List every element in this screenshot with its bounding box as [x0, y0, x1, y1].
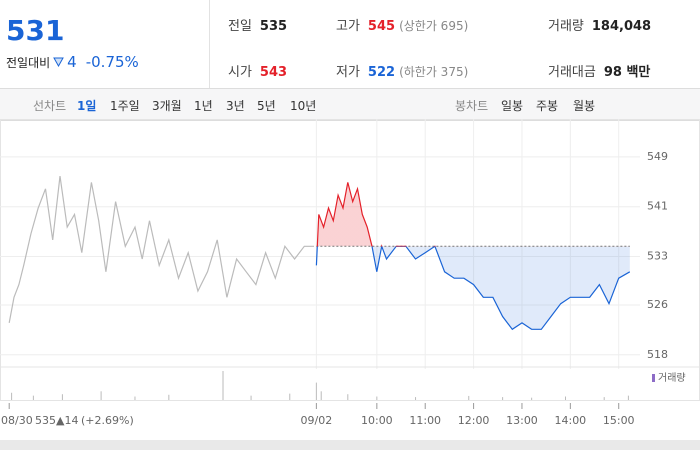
x-tick-label: 08/30: [1, 414, 33, 427]
volume-bar: [603, 397, 605, 400]
stat: 거래량 184,048: [548, 15, 651, 34]
volume-bar: [222, 371, 224, 400]
y-tick-label: 541: [647, 200, 668, 213]
period-tabs: 선차트 1일 1주일 3개월 1년 3년 5년 10년 봉차트 일봉 주봉 월봉: [0, 88, 700, 121]
stat-note: (상한가 695): [399, 19, 469, 33]
volume-bar: [531, 397, 533, 400]
x-tick-label: 15:00: [603, 414, 635, 427]
price-line: [8, 176, 314, 324]
volume-bar: [168, 394, 170, 400]
footer-bar: [0, 440, 700, 450]
volume-bar: [32, 395, 34, 400]
x-tick-label: 10:00: [361, 414, 393, 427]
tab[interactable]: 10년: [290, 99, 317, 113]
prev-close: 535: [35, 414, 56, 427]
area-fill: [316, 182, 630, 330]
y-tick-label: 526: [647, 298, 668, 311]
volume-bar: [376, 396, 378, 400]
change-row: 전일대비 4 -0.75%: [6, 53, 139, 71]
tab-label: 선차트: [33, 99, 67, 113]
tab[interactable]: 3년: [226, 99, 245, 113]
stat-label: 거래량: [548, 19, 584, 34]
tab-label: 봉차트: [455, 99, 489, 113]
volume-bar: [415, 397, 417, 400]
stat: 전일 535: [228, 15, 287, 34]
stat-value: 535: [259, 19, 288, 34]
stat-value: 98 백만: [603, 65, 651, 80]
change-rate: -0.75%: [85, 53, 139, 71]
x-tick-label: 14:00: [554, 414, 586, 427]
stat-value: 184,048: [591, 19, 652, 34]
volume-bar: [468, 395, 470, 400]
tab[interactable]: 1년: [194, 99, 213, 113]
legend-label: 거래량: [658, 372, 686, 384]
change-label: 전일대비: [6, 55, 51, 70]
volume-bar: [289, 393, 291, 400]
legend-swatch: [652, 374, 655, 382]
stat-note: (하한가 375): [399, 65, 469, 79]
prev-change-rate: (+2.69%): [81, 414, 134, 427]
prev-change: ▲14: [56, 414, 78, 427]
stat-label: 저가: [336, 65, 360, 80]
tab[interactable]: 1주일: [110, 99, 140, 113]
volume-bar: [250, 395, 252, 400]
x-tick-label: 11:00: [409, 414, 441, 427]
tab[interactable]: 5년: [257, 99, 276, 113]
y-tick-label: 518: [647, 348, 668, 361]
stat: 거래대금 98 백만: [548, 61, 650, 80]
volume-bar: [11, 392, 13, 400]
down-icon: [53, 57, 65, 67]
volume-bar: [100, 391, 102, 400]
tab[interactable]: 1일: [77, 99, 97, 113]
x-tick-label: 12:00: [458, 414, 490, 427]
tab[interactable]: 일봉: [501, 99, 524, 113]
volume-bar: [320, 391, 322, 400]
tab[interactable]: 월봉: [573, 99, 596, 113]
stat-label: 거래대금: [548, 65, 596, 80]
stat: 저가 522 (하한가 375): [336, 61, 468, 80]
stat-label: 시가: [228, 65, 252, 80]
volume-bar: [347, 394, 349, 400]
stat-value: 545: [367, 19, 396, 34]
stat-label: 전일: [228, 19, 252, 34]
x-tick-label: 09/02: [301, 414, 333, 427]
stat-label: 고가: [336, 19, 360, 34]
current-price: 531: [6, 14, 65, 47]
stat-value: 522: [367, 65, 396, 80]
price-line: [315, 182, 631, 331]
y-tick-label: 549: [647, 150, 668, 163]
change: 4: [67, 53, 77, 71]
volume-bar: [502, 397, 504, 400]
quote-panel: 531 전일대비 4 -0.75%: [0, 0, 210, 88]
volume-bar: [61, 394, 63, 400]
volume-bar: [565, 396, 567, 400]
chart: 549 541 533 526 518 08/30 09/02 10:00 11:00 12:00…: [0, 119, 700, 450]
y-tick-label: 533: [647, 249, 668, 262]
volume-bar: [315, 382, 317, 400]
volume-bar: [134, 396, 136, 400]
stat: 고가 545 (상한가 695): [336, 15, 468, 34]
stat-value: 543: [259, 65, 288, 80]
tab[interactable]: 3개월: [152, 99, 182, 113]
stat: 시가 543: [228, 61, 287, 80]
tab[interactable]: 주봉: [536, 99, 559, 113]
volume-bar: [627, 395, 629, 400]
x-tick-label: 13:00: [506, 414, 538, 427]
